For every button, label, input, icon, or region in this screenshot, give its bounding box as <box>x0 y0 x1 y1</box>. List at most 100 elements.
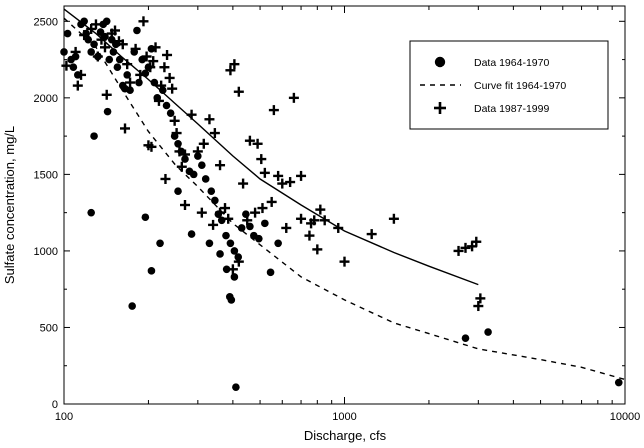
data-point-circle <box>614 378 623 387</box>
data-point-circle <box>207 187 216 196</box>
data-point-plus <box>150 42 161 53</box>
data-point-circle <box>166 109 175 117</box>
data-point-plus <box>76 69 87 80</box>
data-point-plus <box>288 92 299 103</box>
data-point-circle <box>174 187 182 196</box>
data-point-plus <box>208 219 219 230</box>
data-point-circle <box>162 101 171 110</box>
x-tick-label: 100 <box>55 411 73 423</box>
data-point-plus <box>130 43 141 54</box>
x-tick-label: 1000 <box>332 411 356 423</box>
data-point-circle <box>103 107 112 116</box>
data-point-circle <box>174 139 182 148</box>
data-point-circle <box>461 334 470 342</box>
axis-ticks <box>63 6 626 405</box>
data-point-plus <box>179 149 190 160</box>
data-point-plus <box>125 77 136 88</box>
data-point-plus <box>273 170 284 181</box>
y-tick-label: 2500 <box>34 16 58 28</box>
data-point-circle <box>102 17 111 26</box>
data-point-plus <box>259 167 270 178</box>
data-point-circle <box>226 239 235 248</box>
data-point-plus <box>233 86 244 97</box>
data-point-circle <box>60 48 68 56</box>
data-point-plus <box>204 114 215 125</box>
data-point-plus <box>192 146 203 157</box>
data-point-plus <box>101 89 112 100</box>
data-point-plus <box>146 141 157 152</box>
legend-label: Data 1964-1970 <box>474 57 549 69</box>
data-point-plus <box>86 23 97 34</box>
data-point-plus <box>256 154 267 165</box>
data-point-circle <box>133 26 141 35</box>
data-point-circle <box>255 234 263 243</box>
data-point-plus <box>141 51 152 62</box>
data-point-plus <box>99 42 110 53</box>
data-point-plus <box>473 301 484 312</box>
data-point-plus <box>117 39 128 50</box>
data-point-plus <box>138 16 149 27</box>
legend-label: Curve fit 1964-1970 <box>474 80 566 92</box>
y-tick-label: 2000 <box>34 93 58 105</box>
data-point-plus <box>227 264 238 275</box>
series-3 <box>63 8 479 286</box>
x-tick-label: 10000 <box>610 411 641 423</box>
data-point-circle <box>211 196 219 205</box>
data-point-plus <box>120 123 131 134</box>
data-point-circle <box>274 239 282 248</box>
data-point-plus <box>90 19 101 30</box>
data-point-plus <box>174 146 185 157</box>
y-tick-label: 0 <box>52 399 58 411</box>
data-point-plus <box>153 95 164 106</box>
data-point-plus <box>285 177 296 188</box>
data-point-circle <box>261 219 269 228</box>
data-point-circle <box>113 63 122 72</box>
data-point-circle <box>227 296 236 304</box>
data-point-circle <box>156 239 164 248</box>
data-point-circle <box>216 250 224 258</box>
data-point-plus <box>453 245 464 256</box>
data-point-plus <box>223 213 234 224</box>
data-point-plus <box>471 236 482 247</box>
data-point-plus <box>70 46 81 57</box>
data-point-circle <box>109 48 118 56</box>
data-point-plus <box>159 62 170 73</box>
data-point-plus <box>160 173 171 184</box>
data-point-plus <box>229 59 240 70</box>
data-point-plus <box>250 207 261 218</box>
data-point-plus <box>388 213 399 224</box>
data-point-plus <box>96 34 107 45</box>
fit-line-solid <box>63 8 479 286</box>
data-point-plus <box>306 218 317 229</box>
data-point-plus <box>145 62 156 73</box>
data-point-circle <box>87 48 95 56</box>
data-point-plus <box>162 49 173 60</box>
data-point-circle <box>123 71 131 79</box>
data-point-plus <box>257 203 268 214</box>
data-point-circle <box>230 247 239 255</box>
data-point-circle <box>230 273 239 281</box>
x-axis-title: Discharge, cfs <box>304 428 387 443</box>
data-point-circle <box>69 63 78 72</box>
data-point-plus <box>215 207 226 218</box>
data-point-plus <box>72 80 83 91</box>
data-point-plus <box>171 128 182 139</box>
data-point-plus <box>61 60 72 71</box>
data-point-plus <box>92 51 103 62</box>
legend-label: Data 1987-1999 <box>474 103 549 115</box>
data-point-plus <box>296 213 307 224</box>
data-point-plus <box>196 207 207 218</box>
data-point-circle <box>242 210 250 218</box>
data-point-circle <box>222 231 230 240</box>
series-2 <box>61 16 486 312</box>
data-point-circle <box>147 267 156 275</box>
data-point-plus <box>164 72 175 83</box>
data-point-circle <box>222 265 231 274</box>
data-point-plus <box>79 30 90 41</box>
data-point-plus <box>366 229 377 240</box>
data-point-circle <box>105 55 114 64</box>
data-point-plus <box>319 215 330 226</box>
data-point-plus <box>238 178 249 189</box>
data-point-plus <box>156 80 167 91</box>
